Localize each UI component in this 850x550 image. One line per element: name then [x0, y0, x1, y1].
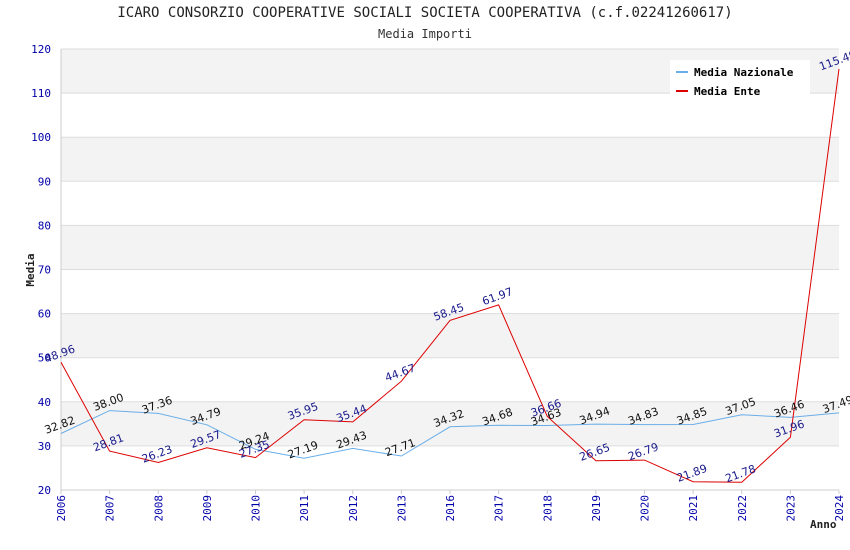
- x-tick-label: 2022: [736, 495, 749, 522]
- chart-title: ICARO CONSORZIO COOPERATIVE SOCIALI SOCI…: [117, 5, 733, 21]
- x-tick-label: 2021: [687, 495, 700, 522]
- grid-band: [61, 445, 839, 490]
- x-tick-label: 2010: [250, 495, 263, 522]
- y-tick-label: 90: [38, 175, 51, 188]
- legend-label-media-nazionale: Media Nazionale: [694, 66, 794, 79]
- grid-band: [61, 93, 839, 138]
- y-tick-label: 40: [38, 396, 51, 409]
- grid-band: [61, 269, 839, 314]
- x-tick-label: 2013: [395, 495, 408, 522]
- x-tick-label: 2018: [541, 495, 554, 522]
- chart-subtitle: Media Importi: [378, 27, 472, 41]
- axes: [60, 49, 840, 494]
- grid-band: [61, 357, 839, 402]
- legend-label-media-ente: Media Ente: [694, 85, 761, 98]
- x-tick-label: 2019: [590, 495, 603, 522]
- x-tick-label: 2012: [347, 495, 360, 522]
- x-tick-labels: 2006 2007 2008 2009 2010 2011 2012 2013 2016 2017…: [55, 495, 846, 522]
- x-tick-label: 2024: [833, 495, 846, 522]
- x-tick-label: 2011: [298, 495, 311, 522]
- series-line-media-nazionale: [60, 410, 840, 459]
- x-tick-label: 2023: [784, 495, 797, 522]
- grid-band: [61, 401, 839, 446]
- grid-band: [61, 137, 839, 182]
- x-tick-label: 2006: [55, 495, 68, 522]
- y-tick-label: 50: [38, 352, 51, 365]
- y-tick-label: 100: [31, 131, 51, 144]
- y-tick-labels: 20 30 40 50 60 70 80 90 100 110 120: [31, 43, 51, 497]
- x-tick-label: 2009: [201, 495, 214, 522]
- y-tick-label: 80: [38, 219, 51, 232]
- x-tick-label: 2007: [104, 495, 117, 522]
- y-tick-label: 110: [31, 87, 51, 100]
- x-axis-label: Anno: [810, 518, 837, 531]
- x-tick-label: 2016: [444, 495, 457, 522]
- series-lines: [60, 68, 840, 483]
- grid-band: [61, 181, 839, 226]
- grid-band: [61, 225, 839, 270]
- series-line-media-ente: [60, 68, 840, 483]
- y-tick-label: 30: [38, 440, 51, 453]
- legend: Media Nazionale Media Ente: [670, 60, 810, 98]
- y-tick-label: 70: [38, 264, 51, 277]
- x-tick-label: 2020: [639, 495, 652, 522]
- x-tick-label: 2008: [152, 495, 165, 522]
- y-tick-label: 20: [38, 484, 51, 497]
- y-tick-label: 120: [31, 43, 51, 56]
- y-tick-label: 60: [38, 308, 51, 321]
- legend-background: [670, 60, 810, 96]
- y-axis-label: Media: [24, 253, 37, 286]
- x-tick-label: 2017: [493, 495, 506, 522]
